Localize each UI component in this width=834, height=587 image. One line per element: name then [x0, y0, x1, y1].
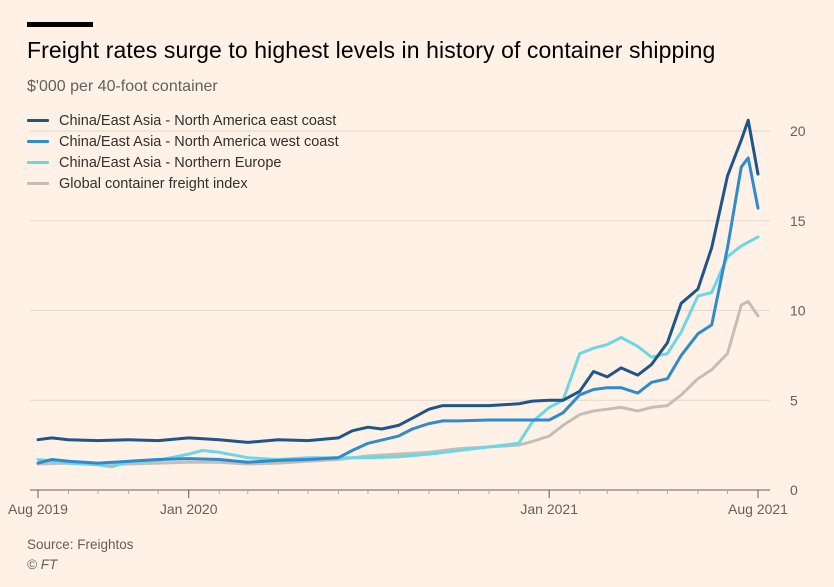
series-line-0 [36, 118, 760, 444]
legend-item-northern-europe: China/East Asia - Northern Europe [27, 152, 339, 173]
chart-legend: China/East Asia - North America east coa… [27, 110, 339, 194]
chart-title: Freight rates surge to highest levels in… [27, 37, 716, 63]
legend-swatch [27, 182, 49, 185]
legend-item-east-coast: China/East Asia - North America east coa… [27, 110, 339, 131]
series-line-1 [36, 156, 760, 465]
x-tick-label: Aug 2019 [8, 501, 68, 517]
y-tick-label: 10 [790, 303, 806, 319]
x-tick-label: Jan 2021 [520, 501, 578, 517]
legend-item-global-index: Global container freight index [27, 173, 339, 194]
x-tick-label: Aug 2021 [728, 501, 788, 517]
x-tick-label: Jan 2020 [160, 501, 218, 517]
y-tick-label: 5 [790, 392, 798, 408]
ft-credit: © FT [27, 557, 58, 572]
y-tick-label: 0 [790, 482, 798, 498]
legend-label: China/East Asia - Northern Europe [59, 154, 282, 171]
legend-swatch [27, 119, 49, 122]
y-tick-label: 15 [790, 213, 806, 229]
y-tick-label: 20 [790, 123, 806, 139]
legend-swatch [27, 161, 49, 164]
ft-top-bar [27, 22, 93, 27]
legend-label: China/East Asia - North America west coa… [59, 133, 339, 150]
source-note: Source: Freightos [27, 537, 134, 552]
series-line-3 [36, 300, 760, 466]
series-line-2 [36, 235, 760, 469]
chart-subtitle: $'000 per 40-foot container [27, 78, 218, 95]
legend-item-west-coast: China/East Asia - North America west coa… [27, 131, 339, 152]
legend-label: Global container freight index [59, 175, 248, 192]
legend-label: China/East Asia - North America east coa… [59, 112, 337, 129]
legend-swatch [27, 140, 49, 143]
